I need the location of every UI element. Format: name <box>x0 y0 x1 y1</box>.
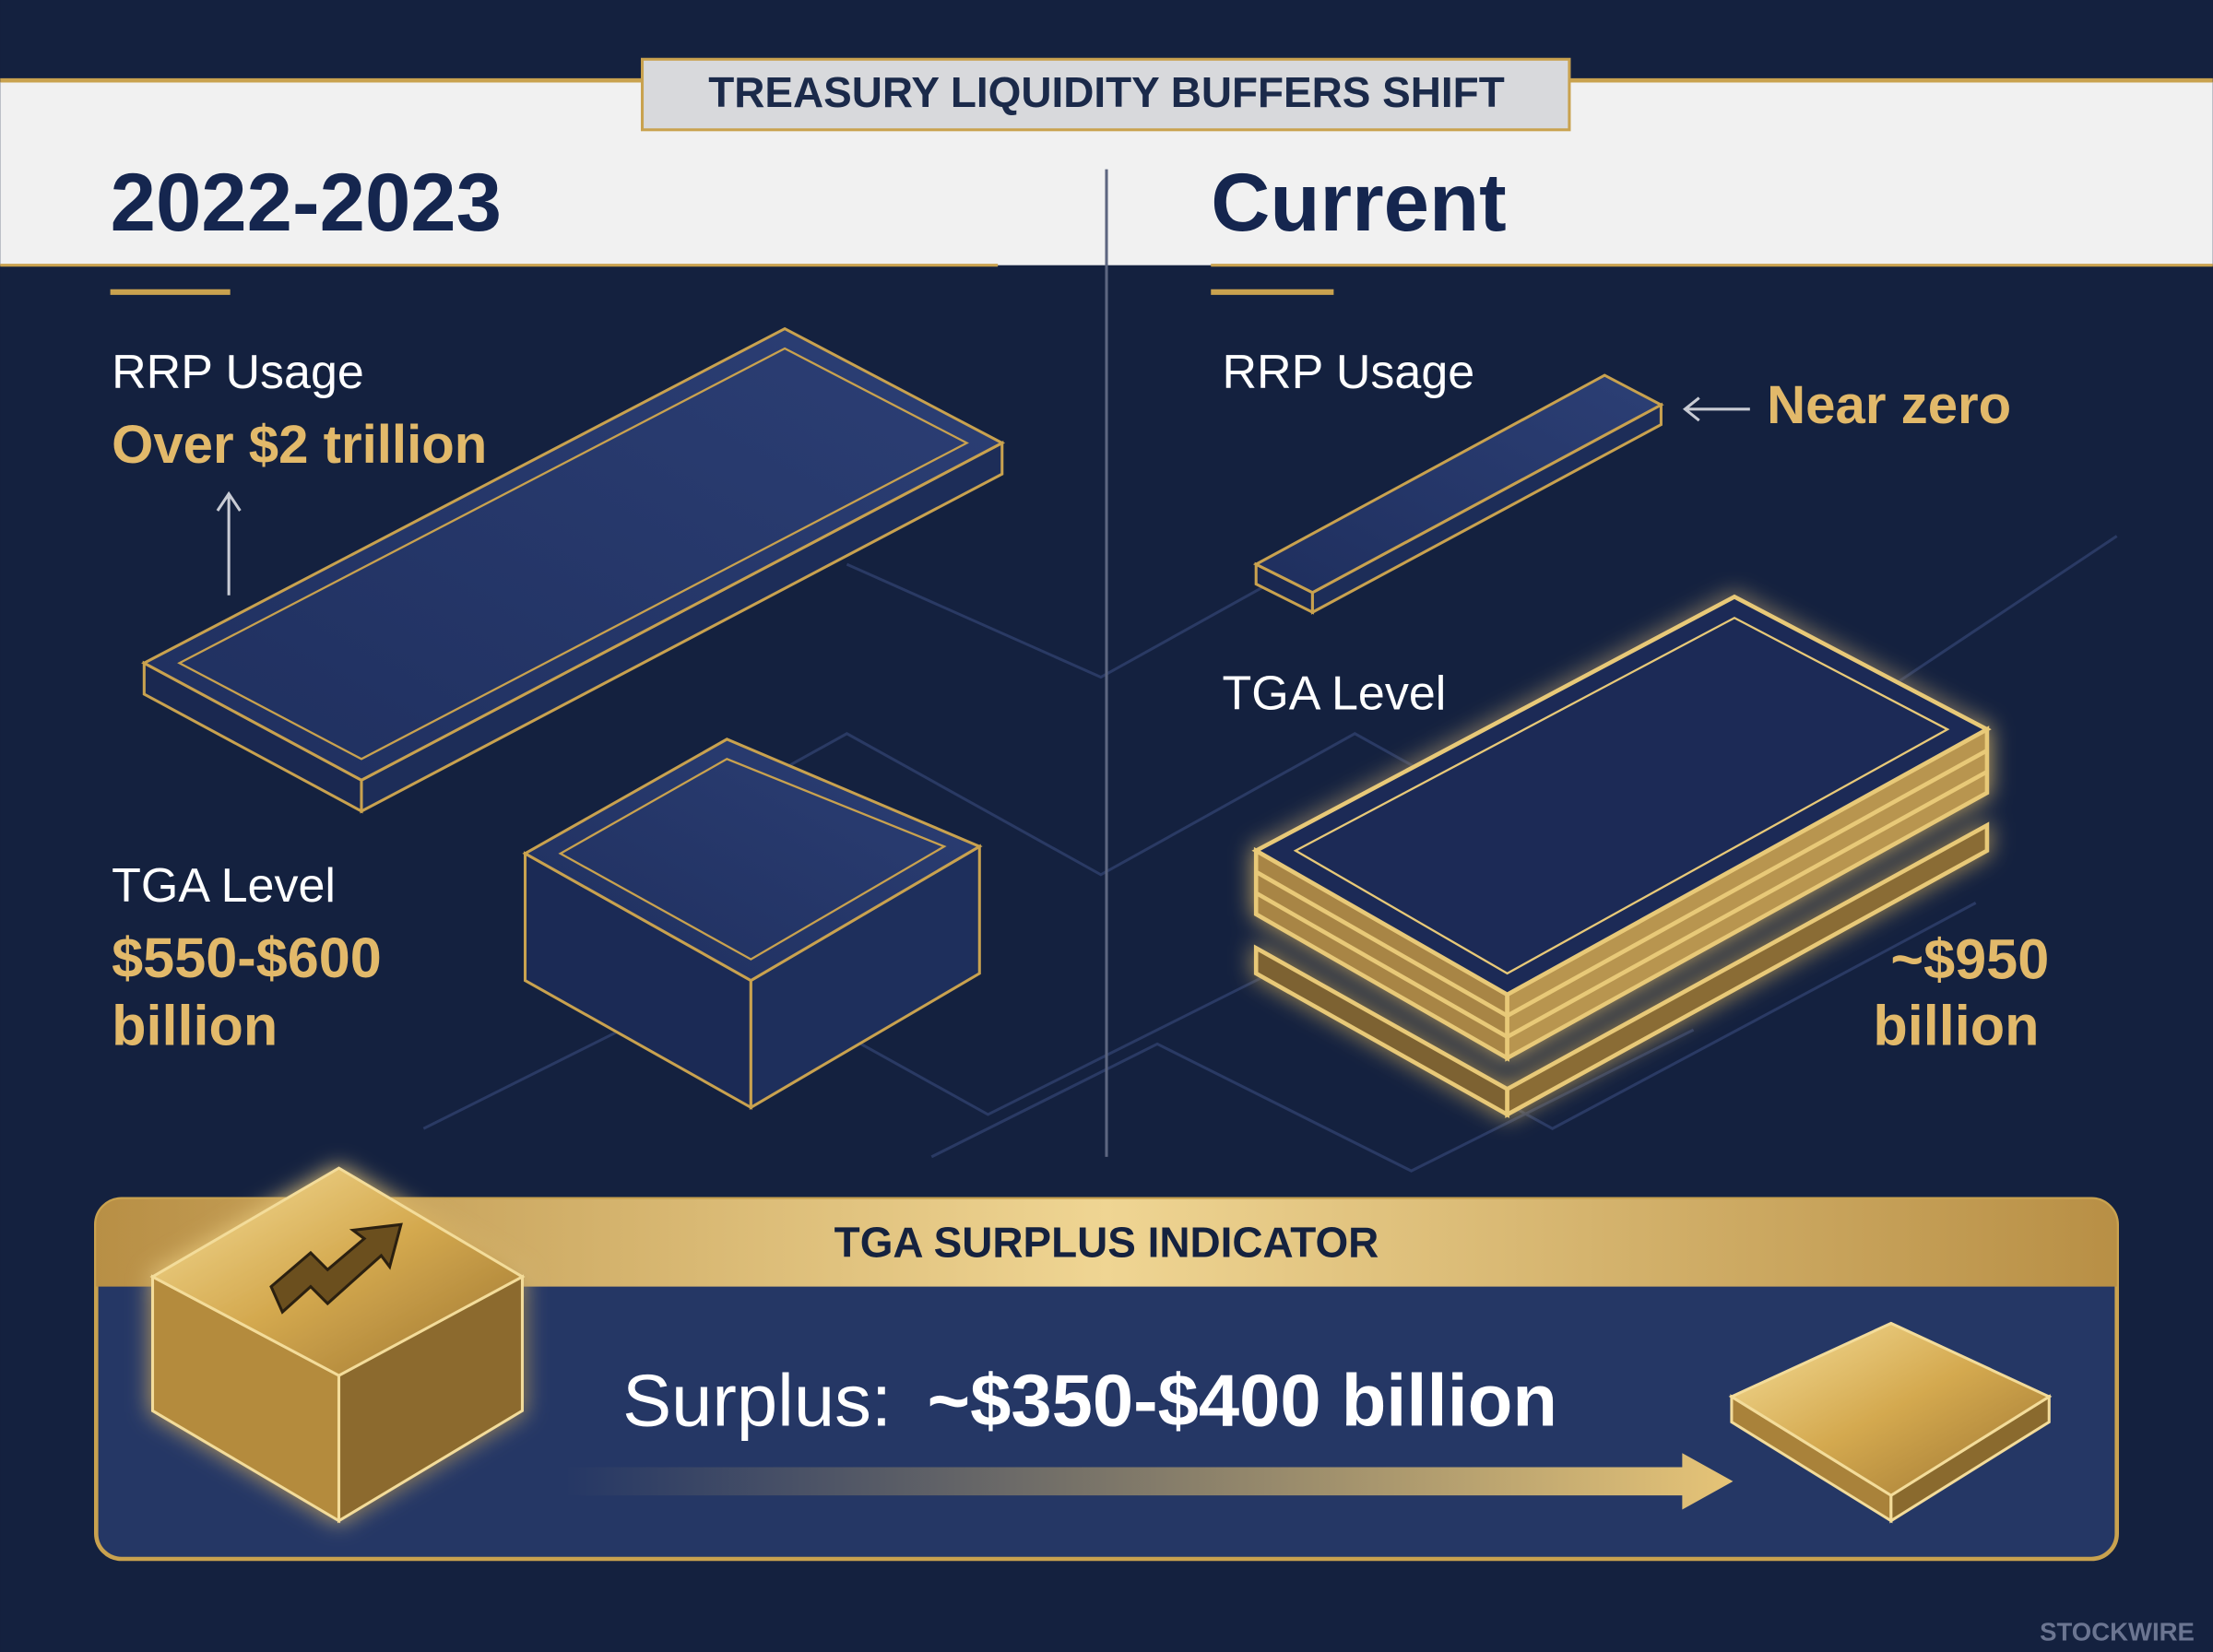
value: $550-$600 <box>112 926 382 989</box>
decor-polygon <box>522 738 983 983</box>
decor-polygon <box>1252 373 1664 595</box>
label: Surplus: <box>622 1360 892 1442</box>
value: Near zero <box>1767 375 2011 435</box>
label: TGA Level <box>112 859 336 913</box>
decor-path <box>216 490 242 596</box>
label: TGA Level <box>1222 667 1446 721</box>
shape-group <box>141 326 1006 814</box>
decor-path <box>930 1028 1695 1173</box>
heading: Current <box>1211 157 1507 248</box>
decor-line <box>1255 869 1509 1018</box>
title: TREASURY LIQUIDITY BUFFERS SHIFT <box>708 68 1504 116</box>
shape-group <box>1251 594 1992 1118</box>
panel-title: TGA SURPLUS INDICATOR <box>834 1218 1379 1266</box>
value: ~$350-$400 billion <box>928 1360 1557 1442</box>
decor-polygon <box>1728 1321 2053 1497</box>
heading: 2022-2023 <box>111 157 502 248</box>
value: ~$950 <box>1890 927 2049 990</box>
shape-group <box>1252 373 1664 615</box>
label: RRP Usage <box>112 346 364 399</box>
decor-polygon <box>141 326 1006 782</box>
shape-group <box>1728 1321 2053 1524</box>
decor-path <box>96 1198 2117 1287</box>
decor-polygon <box>177 347 969 761</box>
decor-polygon <box>1251 594 1992 997</box>
shape-group <box>522 738 983 1110</box>
value: Over $2 trillion <box>112 415 487 475</box>
value: billion <box>112 994 278 1056</box>
decor-path <box>269 1222 403 1315</box>
decor-line <box>1506 770 1989 1039</box>
decor-line <box>1506 749 1989 1018</box>
brand: STOCKWIRE <box>2040 1617 2195 1646</box>
decor-polygon <box>564 1453 1734 1510</box>
decor-polygon <box>558 758 947 961</box>
decor-rect <box>640 57 1571 132</box>
decor-line <box>1255 891 1509 1039</box>
value: billion <box>1873 994 2039 1056</box>
decor-polygon <box>1293 616 1950 975</box>
decor-path <box>1682 396 1750 422</box>
label: RRP Usage <box>1222 346 1474 399</box>
decor-polygon <box>1505 821 1990 1118</box>
